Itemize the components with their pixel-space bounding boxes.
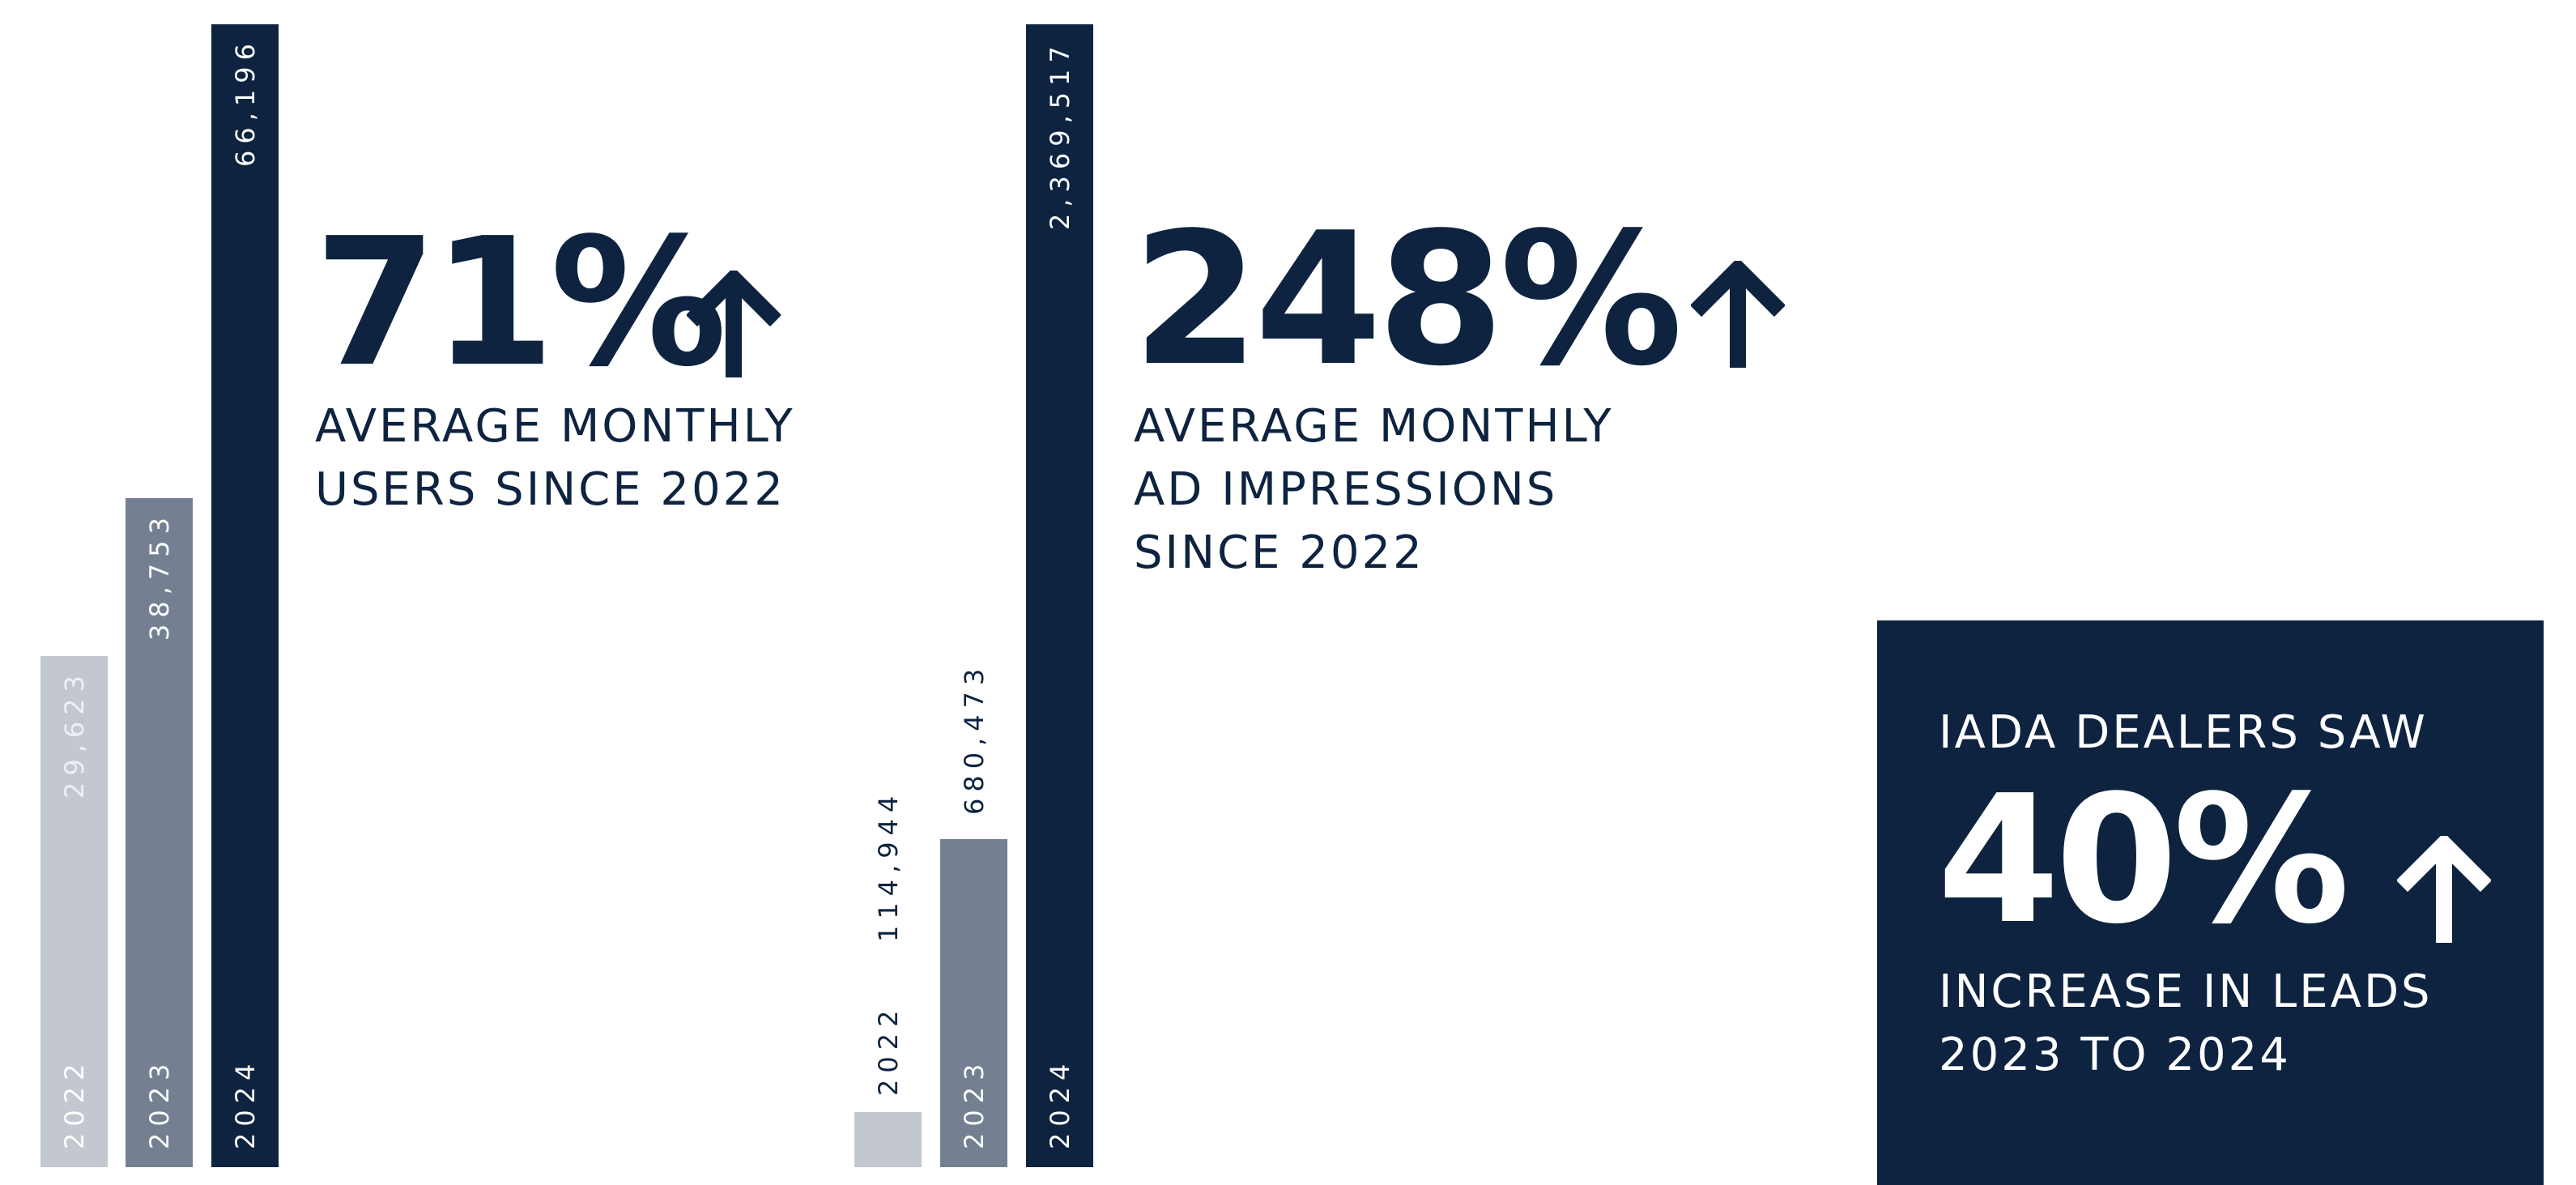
leads-intro: IADA DEALERS SAW: [1939, 706, 2428, 759]
impressions-year-label: 2023: [958, 1057, 990, 1149]
leads-caption: INCREASE IN LEADS 2023 TO 2024: [1939, 961, 2433, 1087]
users-year-label: 2022: [58, 1057, 90, 1149]
users-value-label: 29,623: [58, 668, 90, 799]
impressions-caption: AVERAGE MONTHLY AD IMPRESSIONS SINCE 202…: [1134, 395, 1614, 585]
impressions-year-label: 2024: [1044, 1057, 1075, 1149]
impressions-value-label: 114,944: [872, 789, 904, 942]
impressions-caption-line: AVERAGE MONTHLY: [1134, 400, 1614, 453]
users-value-label: 38,753: [143, 510, 175, 641]
leads-callout-box: IADA DEALERS SAW 40% INCREASE IN LEADS 2…: [1877, 620, 2544, 1185]
leads-caption-line: INCREASE IN LEADS: [1939, 965, 2433, 1018]
users-bar-2022: [40, 655, 108, 1167]
impressions-value-label: 2,369,517: [1044, 40, 1075, 230]
impressions-bar-2022: [854, 1111, 922, 1167]
leads-caption-line: 2023 TO 2024: [1939, 1029, 2291, 1081]
up-arrow-icon: [2397, 836, 2491, 943]
users-caption-line: USERS SINCE 2022: [315, 463, 786, 516]
impressions-bar-2024: [1026, 24, 1093, 1167]
impressions-bar-2023: [940, 838, 1007, 1167]
impressions-value-label: 680,473: [958, 662, 990, 815]
users-value-label: 66,196: [229, 37, 261, 167]
users-caption: AVERAGE MONTHLY USERS SINCE 2022: [315, 395, 795, 522]
users-growth-percent: 71%: [314, 201, 727, 406]
up-arrow-icon: [1691, 261, 1785, 368]
users-caption-line: AVERAGE MONTHLY: [315, 400, 795, 453]
impressions-year-label: 2022: [872, 1004, 904, 1096]
leads-growth-percent: 40%: [1937, 758, 2350, 963]
impressions-caption-line: AD IMPRESSIONS: [1134, 463, 1558, 516]
users-year-label: 2023: [143, 1057, 175, 1149]
up-arrow-icon: [687, 271, 781, 377]
users-bar-2024: [211, 24, 279, 1167]
impressions-growth-percent: 248%: [1132, 194, 1683, 407]
users-year-label: 2024: [229, 1057, 261, 1149]
impressions-caption-line: SINCE 2022: [1134, 526, 1424, 579]
users-bar-2023: [126, 497, 193, 1167]
